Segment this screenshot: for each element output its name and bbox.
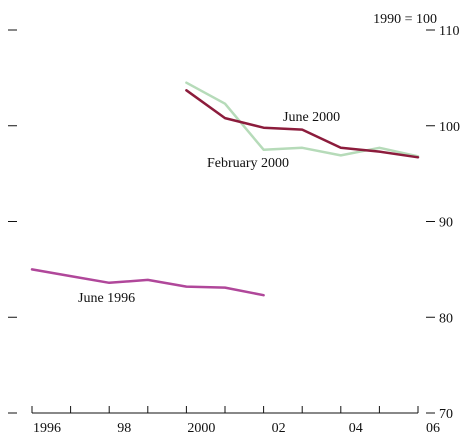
- y-tick-label-80: 80: [439, 311, 453, 326]
- series-line-june-1996: [30, 268, 265, 297]
- series-line-february-2000: [185, 81, 420, 158]
- left-tick-marks: [8, 29, 17, 414]
- y-tick-label-110: 110: [439, 24, 459, 39]
- x-tick-label-98: 98: [117, 421, 131, 436]
- y-tick-label-100: 100: [439, 120, 460, 135]
- x-tick-label-2000: 2000: [187, 421, 215, 436]
- series-label-june-2000: June 2000: [283, 110, 340, 125]
- series-label-february-2000: February 2000: [207, 156, 289, 171]
- right-axis: 80 90 100 110 70: [426, 24, 460, 422]
- series-labels: June 1996 February 2000 June 2000: [78, 110, 340, 306]
- y-tick-label-90: 90: [439, 216, 453, 231]
- x-tick-label-1996: 1996: [33, 421, 61, 436]
- y-tick-label-70: 70: [439, 407, 453, 422]
- x-axis: 1996 98 2000 02 04 06: [31, 406, 440, 436]
- x-tick-label-02: 02: [272, 421, 286, 436]
- x-tick-label-06: 06: [426, 421, 440, 436]
- series-label-june-1996: June 1996: [78, 291, 135, 306]
- series-line-june-2000: [185, 89, 420, 159]
- plot-area: [30, 81, 420, 297]
- x-tick-label-04: 04: [349, 421, 363, 436]
- index-note: 1990 = 100: [373, 12, 437, 27]
